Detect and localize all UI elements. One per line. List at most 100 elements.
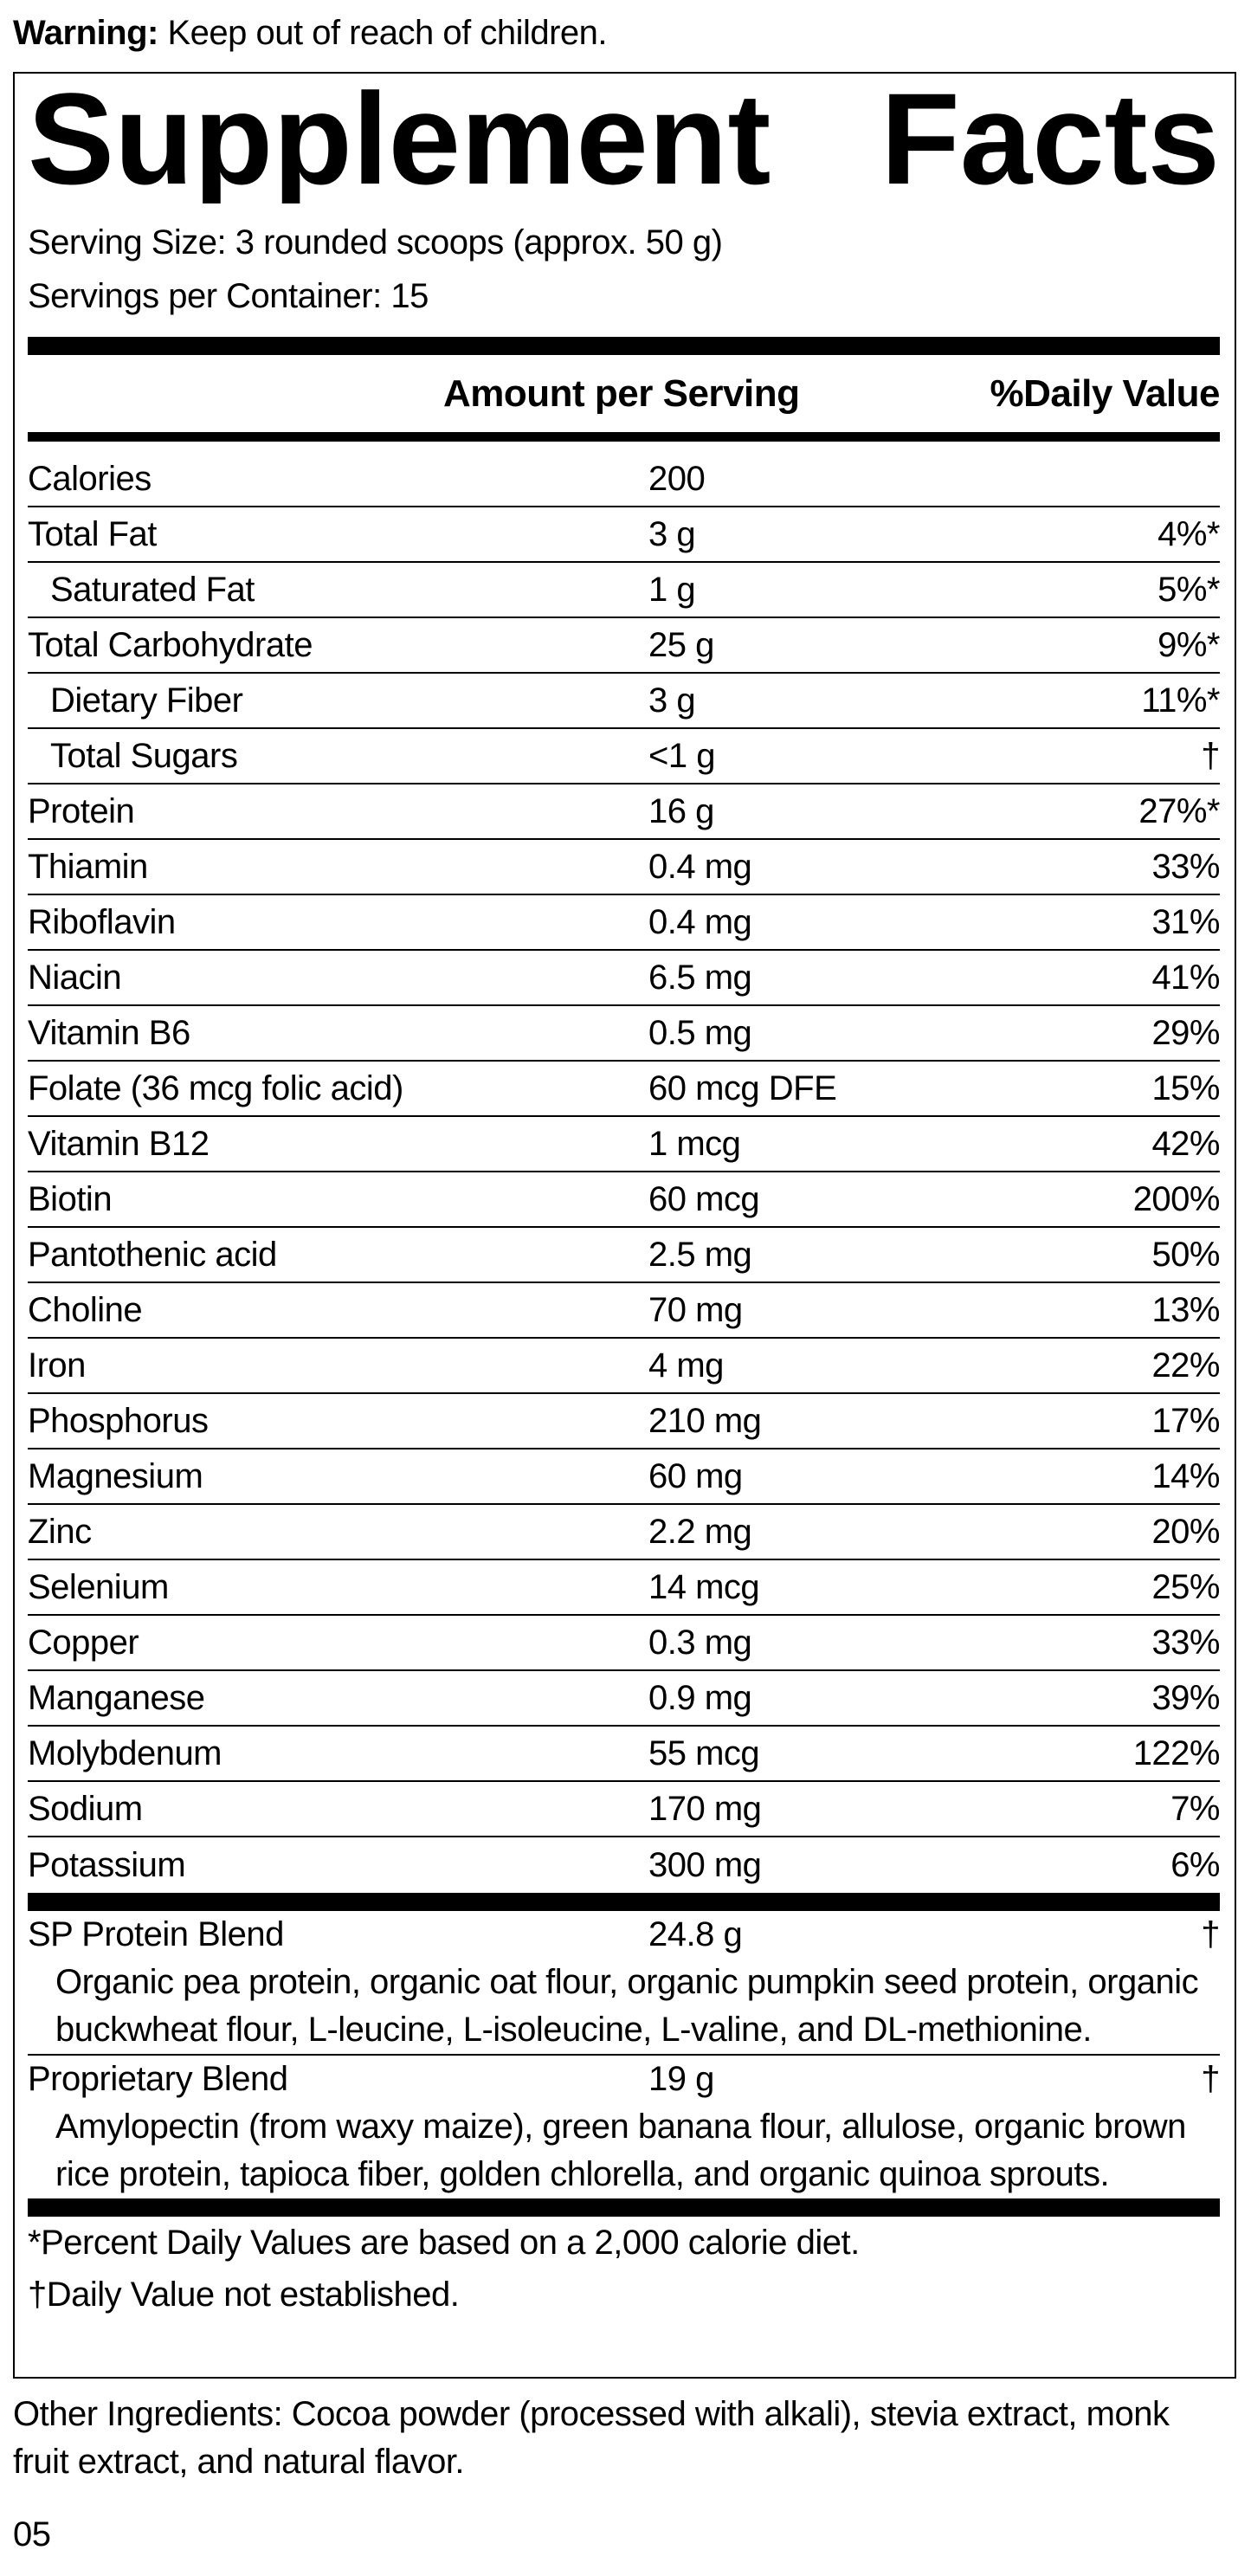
nutrient-row: Dietary Fiber 3 g 11%*: [28, 674, 1220, 729]
nutrient-name: Selenium: [28, 1567, 169, 1606]
nutrient-row: Total Carbohydrate 25 g 9%*: [28, 618, 1220, 674]
nutrient-row: Choline 70 mg 13%: [28, 1283, 1220, 1339]
nutrient-amount: 0.4 mg: [648, 847, 752, 886]
nutrient-dv: 33%: [1151, 847, 1220, 886]
nutrient-dv: 31%: [1151, 902, 1220, 941]
divider: [28, 337, 1220, 355]
footnotes: *Percent Daily Values are based on a 2,0…: [28, 2217, 1220, 2321]
nutrient-dv: 15%: [1151, 1068, 1220, 1107]
blends: SP Protein Blend 24.8 g † Organic pea prote…: [28, 1911, 1220, 2198]
code: 05: [13, 2515, 51, 2553]
nutrient-amount: 0.3 mg: [648, 1623, 752, 1662]
nutrient-dv: 14%: [1151, 1456, 1220, 1495]
nutrient-name: Biotin: [28, 1179, 113, 1218]
nutrient-dv: 27%*: [1138, 791, 1220, 830]
blend-row: SP Protein Blend 24.8 g †: [28, 1911, 1220, 1959]
nutrient-row: Molybdenum 55 mcg 122%: [28, 1727, 1221, 1782]
nutrient-row: Pantothenic acid 2.5 mg 50%: [28, 1228, 1220, 1283]
divider: [28, 432, 1220, 442]
nutrient-name: Folate (36 mcg folic acid): [28, 1068, 403, 1107]
nutrient-row: Riboflavin 0.4 mg 31%: [28, 895, 1220, 951]
nutrient-amount: 4 mg: [648, 1346, 724, 1385]
servings-per-container: Servings per Container: 15: [28, 277, 429, 315]
nutrient-amount: 16 g: [648, 791, 714, 830]
nutrient-row: Biotin 60 mcg 200%: [28, 1172, 1221, 1228]
nutrient-dv: 5%*: [1157, 570, 1220, 609]
footnote: †Daily Value not established.: [28, 2276, 460, 2314]
nutrient-row: Selenium 14 mcg 25%: [28, 1560, 1220, 1616]
nutrient-name: Dietary Fiber: [50, 681, 243, 720]
nutrient-dv: 33%: [1151, 1623, 1220, 1662]
blend-description: Organic pea protein, organic oat flour, …: [55, 1963, 1199, 2049]
nutrient-name: Vitamin B12: [28, 1124, 210, 1163]
nutrient-amount: 0.5 mg: [648, 1013, 752, 1052]
nutrient-amount: 6.5 mg: [648, 958, 752, 997]
nutrient-amount: 200: [648, 459, 706, 498]
nutrient-name: Copper: [28, 1623, 139, 1662]
nutrient-dv: 17%: [1151, 1401, 1220, 1440]
blend-dv: †: [1201, 1915, 1220, 1953]
nutrient-name: Choline: [28, 1290, 143, 1329]
nutrient-name: Calories: [28, 459, 152, 498]
blend-description: Amylopectin (from waxy maize), green ban…: [55, 2108, 1186, 2193]
column-header: Amount per Serving %Daily Value: [28, 355, 1221, 432]
nutrient-dv: 122%: [1132, 1733, 1221, 1772]
nutrient-amount: 60 mg: [648, 1456, 743, 1495]
amount-header: Amount per Serving: [443, 371, 800, 415]
nutrient-row: Iron 4 mg 22%: [28, 1339, 1220, 1394]
nutrient-amount: 3 g: [648, 681, 696, 720]
nutrient-row: Vitamin B6 0.5 mg 29%: [28, 1006, 1220, 1062]
nutrient-amount: 0.4 mg: [648, 902, 752, 941]
nutrient-name: Niacin: [28, 958, 122, 997]
nutrient-row: Calories 200: [28, 452, 1220, 507]
nutrient-rows: Calories 200 Total Fat 3 g 4%* Saturated Fat 1…: [28, 442, 1221, 1893]
nutrient-amount: 70 mg: [648, 1290, 743, 1329]
nutrient-name: Molybdenum: [28, 1733, 222, 1772]
nutrient-row: Sodium 170 mg 7%: [28, 1782, 1220, 1837]
nutrient-row: Manganese 0.9 mg 39%: [28, 1671, 1220, 1727]
nutrient-amount: 14 mcg: [648, 1567, 760, 1606]
nutrient-name: Riboflavin: [28, 902, 176, 941]
nutrient-dv: 4%*: [1157, 514, 1220, 553]
nutrient-dv: 50%: [1151, 1235, 1220, 1274]
nutrient-name: Manganese: [28, 1678, 205, 1717]
blend-dv: †: [1201, 2060, 1220, 2098]
blend: Proprietary Blend 19 g † Amylopectin (from …: [28, 2056, 1220, 2198]
nutrient-row: Phosphorus 210 mg 17%: [28, 1394, 1220, 1449]
nutrient-dv: 13%: [1151, 1290, 1220, 1329]
facts-panel: Supplement Facts Serving Size: 3 rounded…: [13, 72, 1236, 2379]
dv-header: %Daily Value: [990, 371, 1221, 415]
nutrient-name: Magnesium: [28, 1456, 203, 1495]
nutrient-row: Magnesium 60 mg 14%: [28, 1449, 1220, 1505]
nutrient-dv: 200%: [1132, 1179, 1221, 1218]
nutrient-row: Vitamin B12 1 mcg 42%: [28, 1117, 1220, 1172]
nutrient-dv: 22%: [1151, 1346, 1220, 1385]
nutrient-name: Total Fat: [28, 514, 157, 553]
nutrient-row: Niacin 6.5 mg 41%: [28, 951, 1220, 1006]
nutrient-name: Saturated Fat: [50, 570, 255, 609]
nutrient-dv: 41%: [1151, 958, 1220, 997]
nutrient-row: Potassium 300 mg 6%: [28, 1837, 1220, 1893]
nutrient-dv: †: [1201, 736, 1220, 775]
nutrient-name: Phosphorus: [28, 1401, 209, 1440]
nutrient-amount: 3 g: [648, 514, 696, 553]
nutrient-dv: 11%*: [1141, 681, 1220, 720]
nutrient-dv: 39%: [1151, 1678, 1220, 1717]
nutrient-dv: 29%: [1151, 1013, 1220, 1052]
nutrient-amount: 300 mg: [648, 1845, 762, 1884]
nutrient-name: Pantothenic acid: [28, 1235, 277, 1274]
nutrient-name: Sodium: [28, 1789, 143, 1828]
nutrient-amount: 210 mg: [648, 1401, 762, 1440]
nutrient-amount: 60 mcg DFE: [648, 1068, 837, 1107]
nutrient-name: Protein: [28, 791, 135, 830]
blend-name: SP Protein Blend: [28, 1915, 284, 1953]
divider: [28, 1893, 1220, 1911]
footnote: *Percent Daily Values are based on a 2,0…: [28, 2224, 860, 2262]
nutrient-row: Total Sugars <1 g †: [28, 729, 1220, 784]
nutrient-name: Total Sugars: [50, 736, 238, 775]
nutrient-row: Zinc 2.2 mg 20%: [28, 1505, 1220, 1560]
nutrient-amount: 170 mg: [648, 1789, 762, 1828]
nutrient-row: Total Fat 3 g 4%*: [28, 507, 1220, 563]
nutrient-dv: 25%: [1151, 1567, 1220, 1606]
